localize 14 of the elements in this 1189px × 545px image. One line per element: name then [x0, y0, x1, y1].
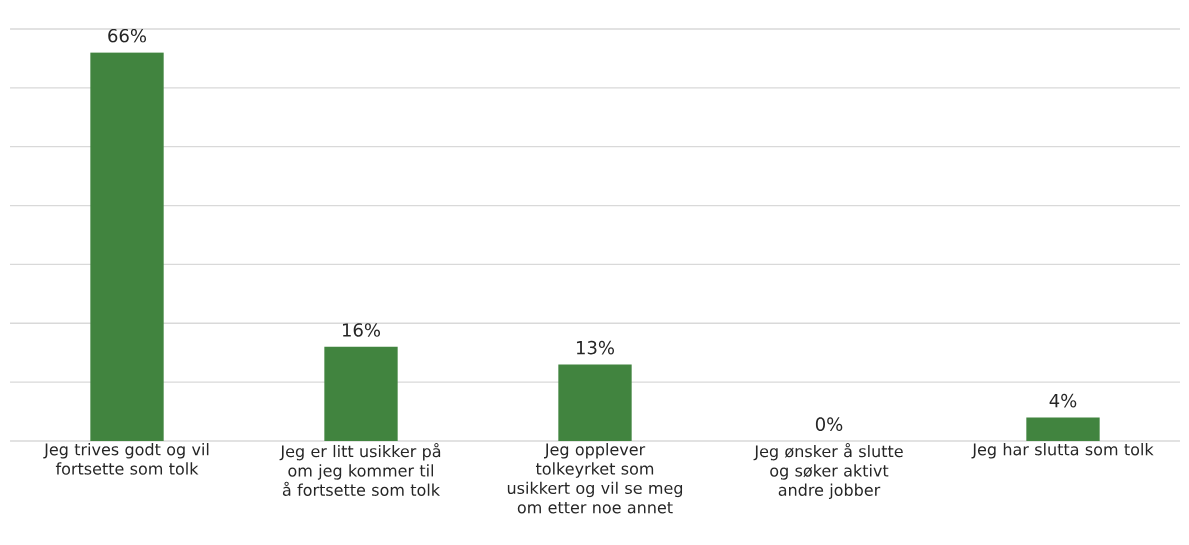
x-tick-label: Jeg er litt usikker på om jeg kommer til å fortsette som tolk [279, 443, 441, 496]
x-tick-label: Jeg ønsker å slutte og søker aktivt andre jobber [753, 443, 903, 500]
x-tick-label: Jeg har slutta som tolk [971, 443, 1154, 459]
bar [90, 52, 164, 441]
bar [1026, 417, 1100, 441]
data-label: 4% [1049, 393, 1077, 408]
data-label: 13% [576, 340, 615, 355]
data-label: 0% [815, 417, 843, 431]
bar [324, 346, 398, 441]
x-tick-label: Jeg trives godt og vil fortsette som tolk [43, 443, 209, 475]
data-label: 66% [108, 28, 147, 43]
bar [558, 364, 632, 441]
x-tick-label: Jeg opplever tolkeyrket som usikkert og vil se meg om etter noe annet [507, 443, 683, 514]
data-label: 16% [342, 323, 381, 337]
